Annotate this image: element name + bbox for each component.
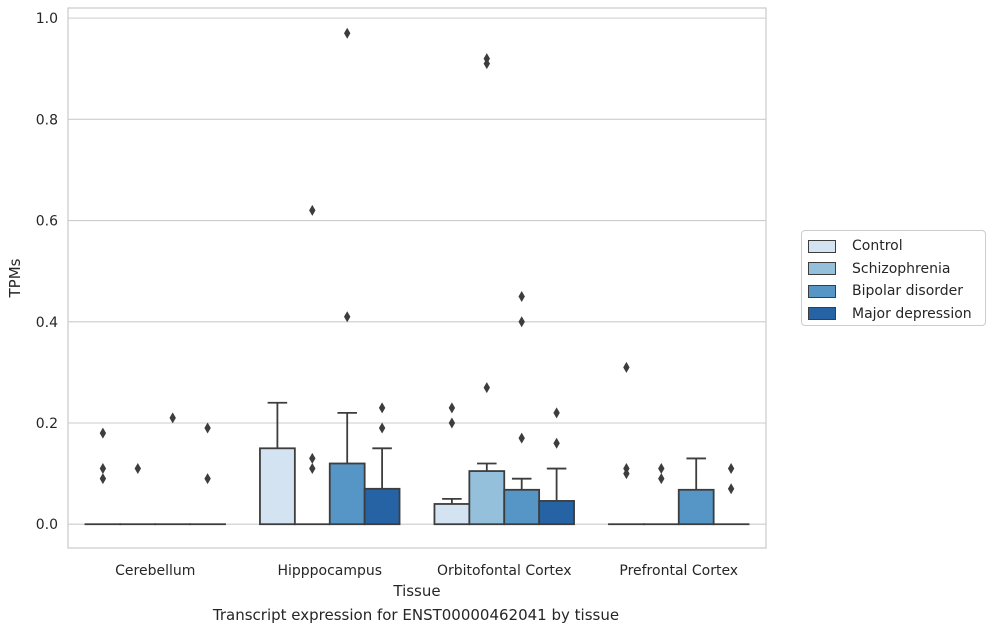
legend-swatch <box>808 284 836 298</box>
bar-bipolar-disorder <box>677 488 715 526</box>
legend-swatch <box>808 239 836 253</box>
x-axis-label: Tissue <box>392 582 440 600</box>
outlier-point <box>309 452 316 464</box>
outlier-point <box>518 290 525 302</box>
y-axis-label: TPMs <box>6 258 24 298</box>
legend-label: Major depression <box>852 305 972 322</box>
legend-swatch <box>808 262 836 276</box>
x-tick-label: Hipppocampus <box>277 563 382 579</box>
outlier-point <box>553 407 560 419</box>
outlier-point <box>204 422 211 434</box>
outlier-point <box>134 463 141 475</box>
x-tick-labels: Cerebellum Hipppocampus Orbitofontal Corte… <box>115 563 738 579</box>
legend-label: Control <box>852 238 903 255</box>
outlier-point <box>658 463 665 475</box>
y-tick-label: 0.4 <box>36 315 58 331</box>
bar-control <box>433 503 471 526</box>
y-tick-labels: 0.0 0.2 0.4 0.6 0.8 1.0 <box>36 11 58 533</box>
y-tick-label: 0.6 <box>36 214 58 230</box>
legend-item-major-depression: Major depression <box>808 303 985 326</box>
legend: Control Schizophrenia Bipolar disorder M… <box>801 230 986 326</box>
chart-caption: Transcript expression for ENST0000046204… <box>212 606 620 624</box>
outlier-point <box>204 473 211 485</box>
x-tick-label: Prefrontal Cortex <box>619 563 738 579</box>
legend-swatch <box>808 307 836 321</box>
bar-bipolar-disorder <box>328 462 366 526</box>
bar-major-depression <box>538 500 575 526</box>
outlier-point <box>623 468 630 480</box>
legend-label: Bipolar disorder <box>852 283 964 300</box>
outlier-point <box>169 412 176 424</box>
outlier-point <box>483 382 490 394</box>
legend-item-control: Control <box>808 235 985 258</box>
outlier-point <box>378 422 386 434</box>
outlier-point <box>553 437 560 449</box>
y-tick-label: 0.8 <box>36 112 58 128</box>
bar-schizophrenia <box>468 470 506 526</box>
outlier-point <box>518 432 525 444</box>
legend-item-bipolar-disorder: Bipolar disorder <box>808 280 985 303</box>
y-tick-label: 0.2 <box>36 416 58 432</box>
outlier-point <box>623 361 630 373</box>
outlier-point <box>483 58 490 70</box>
outlier-points <box>99 27 735 495</box>
bar-bipolar-disorder <box>503 488 541 526</box>
outlier-point <box>727 463 735 475</box>
outlier-point <box>378 402 386 414</box>
bar-major-depression <box>363 487 401 526</box>
outlier-point <box>448 402 456 414</box>
outlier-point <box>448 417 456 429</box>
bars <box>84 447 750 526</box>
error-bars <box>267 401 706 504</box>
legend-item-schizophrenia: Schizophrenia <box>808 258 985 281</box>
bar-control <box>259 447 296 526</box>
outlier-point <box>518 316 525 328</box>
outlier-point <box>309 463 316 475</box>
outlier-point <box>99 463 107 475</box>
outlier-point <box>658 473 665 485</box>
x-tick-label: Cerebellum <box>115 563 195 579</box>
outlier-point <box>344 27 351 39</box>
x-tick-label: Orbitofontal Cortex <box>437 563 572 579</box>
outlier-point <box>309 204 316 216</box>
grid-lines <box>68 17 766 525</box>
outlier-point <box>99 473 107 485</box>
outlier-point <box>99 427 107 439</box>
plot-frame <box>67 7 767 549</box>
outlier-point <box>344 311 351 323</box>
y-tick-label: 0.0 <box>36 517 58 533</box>
y-tick-label: 1.0 <box>36 11 58 27</box>
legend-label: Schizophrenia <box>852 260 951 277</box>
outlier-point <box>727 483 735 495</box>
